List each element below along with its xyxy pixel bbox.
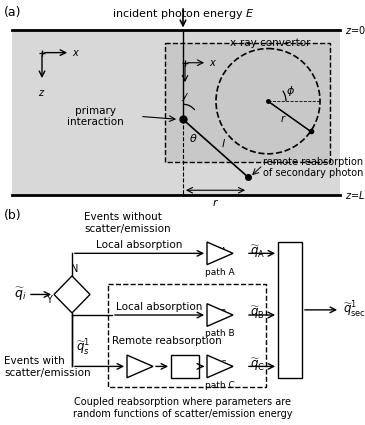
Bar: [12, 30, 340, 196]
Text: $\widetilde{q}_\mathrm{C}$: $\widetilde{q}_\mathrm{C}$: [250, 356, 265, 373]
Text: Remote reabsorption: Remote reabsorption: [112, 336, 222, 346]
Text: $\widetilde{q}_\mathrm{A}$: $\widetilde{q}_\mathrm{A}$: [250, 243, 265, 260]
Polygon shape: [207, 355, 233, 378]
Text: Local absorption: Local absorption: [116, 302, 203, 312]
Text: primary
interaction: primary interaction: [67, 105, 123, 127]
Text: Local absorption: Local absorption: [96, 240, 183, 250]
Text: N: N: [71, 264, 79, 274]
Text: $r$: $r$: [280, 113, 287, 124]
Bar: [171, 355, 199, 378]
Polygon shape: [207, 242, 233, 265]
Text: $z$: $z$: [38, 88, 46, 98]
Text: $g_\mathrm{C}$: $g_\mathrm{C}$: [213, 358, 227, 370]
Text: $x$: $x$: [209, 58, 217, 68]
Text: $g_\mathrm{A}$: $g_\mathrm{A}$: [213, 245, 227, 257]
Text: $\widetilde{q}_i$: $\widetilde{q}_i$: [14, 286, 26, 303]
Polygon shape: [54, 276, 90, 313]
Text: $\theta$: $\theta$: [189, 132, 197, 144]
Text: $y$: $y$: [181, 91, 189, 103]
Text: +: +: [283, 301, 297, 319]
Text: $\widetilde{q}_\mathrm{sec}^1$: $\widetilde{q}_\mathrm{sec}^1$: [343, 300, 365, 320]
Text: $z$=$L$: $z$=$L$: [345, 189, 365, 201]
Text: $\widetilde{q}_\mathrm{B}$: $\widetilde{q}_\mathrm{B}$: [250, 304, 265, 321]
Text: Coupled reabsorption where parameters are
random functions of scatter/emission e: Coupled reabsorption where parameters ar…: [73, 397, 293, 419]
Text: Events with
scatter/emission: Events with scatter/emission: [4, 356, 91, 378]
Text: $x$: $x$: [72, 48, 80, 58]
Text: $r$: $r$: [212, 197, 219, 208]
Text: $g_\mathrm{B}$: $g_\mathrm{B}$: [213, 307, 227, 319]
Text: remote reabsorption
of secondary photon: remote reabsorption of secondary photon: [263, 157, 364, 178]
Text: (b): (b): [4, 209, 22, 222]
Text: x-ray convertor: x-ray convertor: [230, 38, 310, 48]
Text: path B: path B: [205, 329, 235, 338]
Text: $f$: $f$: [137, 360, 144, 372]
Text: $\widetilde{q}_s^1$: $\widetilde{q}_s^1$: [76, 338, 90, 358]
Text: R: R: [181, 360, 189, 373]
Polygon shape: [207, 304, 233, 326]
Text: $S$: $S$: [67, 288, 77, 301]
Text: incident photon energy $E$: incident photon energy $E$: [112, 7, 254, 21]
Text: $l$: $l$: [221, 137, 226, 149]
Text: Y: Y: [46, 295, 52, 305]
Text: path A: path A: [205, 268, 235, 277]
Bar: [278, 242, 302, 378]
FancyBboxPatch shape: [165, 42, 330, 162]
Text: (a): (a): [4, 6, 22, 19]
Text: path C: path C: [205, 381, 235, 390]
Text: $z$=0: $z$=0: [345, 24, 365, 37]
Text: $\phi$: $\phi$: [285, 84, 295, 98]
Polygon shape: [127, 355, 153, 378]
Text: Events without
scatter/emission: Events without scatter/emission: [84, 212, 170, 234]
